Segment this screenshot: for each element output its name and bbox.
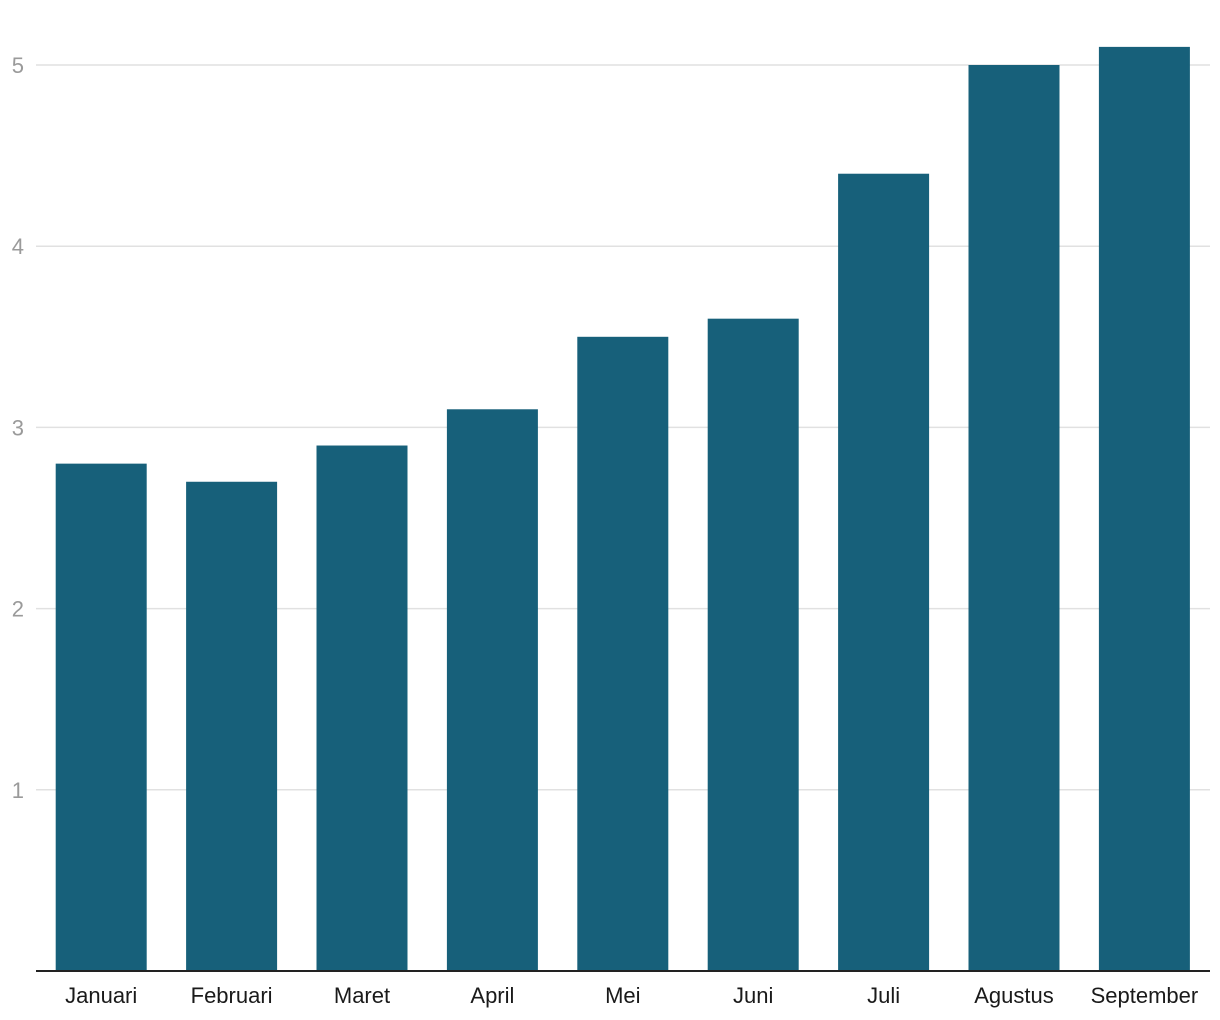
x-tick-label-agustus: Agustus [974, 983, 1054, 1008]
x-tick-label-januari: Januari [65, 983, 137, 1008]
bar-september [1098, 46, 1190, 971]
x-tick-label-september: September [1091, 983, 1199, 1008]
x-tick-label-juli: Juli [867, 983, 900, 1008]
y-tick-label: 1 [12, 778, 24, 803]
x-tick-label-februari: Februari [191, 983, 273, 1008]
y-axis-ticks: 1 2 3 4 5 [12, 53, 24, 803]
bar-agustus [968, 65, 1060, 971]
x-axis-ticks: Januari Februari Maret April Mei Juni Juli Agus… [65, 983, 1198, 1008]
x-tick-label-maret: Maret [334, 983, 390, 1008]
x-tick-label-juni: Juni [733, 983, 773, 1008]
bar-februari [186, 481, 278, 971]
y-tick-label: 3 [12, 415, 24, 440]
bar-juli [838, 173, 930, 972]
x-tick-label-mei: Mei [605, 983, 640, 1008]
bars [55, 46, 1190, 972]
bar-april [446, 409, 538, 971]
bar-maret [316, 445, 408, 971]
bar-mei [577, 336, 669, 971]
bar-juni [707, 318, 799, 971]
x-tick-label-april: April [470, 983, 514, 1008]
bar-januari [55, 463, 147, 971]
y-tick-label: 4 [12, 234, 24, 259]
y-tick-label: 2 [12, 597, 24, 622]
y-tick-label: 5 [12, 53, 24, 78]
